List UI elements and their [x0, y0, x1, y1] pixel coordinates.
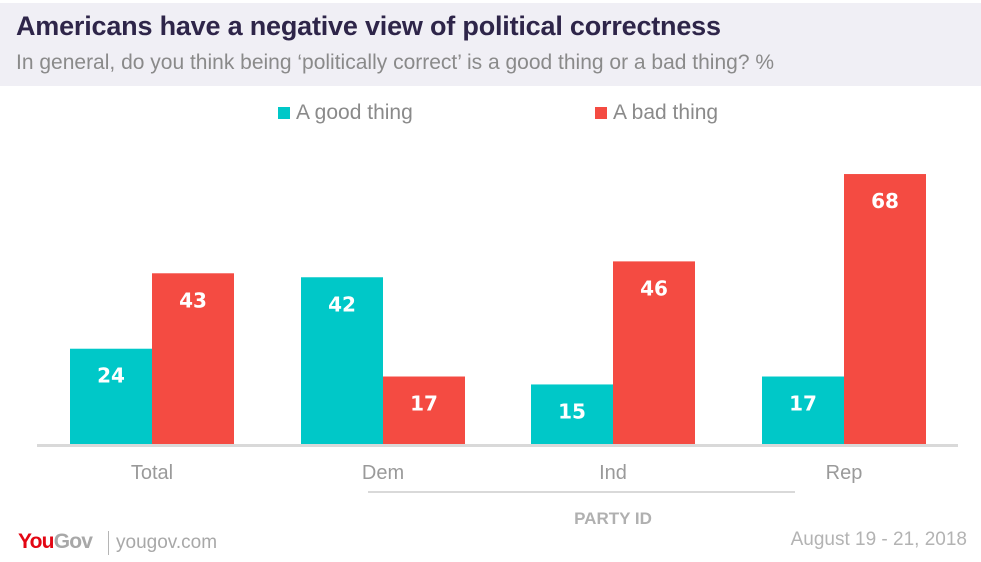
data-label-bad-ind: 46 [640, 276, 668, 300]
bar-bad-ind [613, 261, 695, 444]
category-label-dem: Dem [362, 462, 404, 484]
survey-date: August 19 - 21, 2018 [790, 529, 967, 550]
category-label-total: Total [131, 462, 173, 484]
yougov-logo: YouGov [18, 530, 93, 554]
footer-url: yougov.com [116, 532, 218, 553]
category-label-ind: Ind [599, 462, 627, 484]
legend-swatch-bad [595, 107, 607, 119]
data-label-good-total: 24 [97, 364, 125, 388]
logo-you: You [18, 530, 55, 553]
footer-divider [108, 531, 109, 555]
party-id-group-label: PARTY ID [574, 509, 652, 528]
category-label-rep: Rep [826, 462, 863, 484]
data-label-bad-rep: 68 [871, 189, 899, 213]
data-label-good-dem: 42 [328, 292, 356, 316]
bar-bad-dem [383, 376, 465, 444]
logo-gov: Gov [53, 530, 93, 553]
data-label-good-ind: 15 [558, 399, 586, 423]
chart-header: Americans have a negative view of politi… [0, 3, 981, 86]
bar-good-rep [762, 376, 844, 444]
legend-label-good: A good thing [296, 101, 413, 124]
bar-good-total [70, 348, 152, 444]
legend-item-bad: A bad thing [595, 100, 718, 126]
legend-item-good: A good thing [278, 100, 413, 126]
chart-subtitle: In general, do you think being ‘politica… [16, 51, 775, 74]
legend-label-bad: A bad thing [613, 101, 719, 124]
bar-good-dem [301, 277, 383, 444]
bar-bad-rep [844, 174, 926, 445]
legend-swatch-good [278, 107, 290, 119]
data-label-good-rep: 17 [789, 392, 817, 416]
data-label-bad-dem: 17 [410, 392, 438, 416]
bar-good-ind [531, 384, 613, 444]
data-label-bad-total: 43 [179, 288, 207, 312]
chart-title: Americans have a negative view of politi… [16, 11, 721, 41]
bar-bad-total [152, 273, 234, 444]
